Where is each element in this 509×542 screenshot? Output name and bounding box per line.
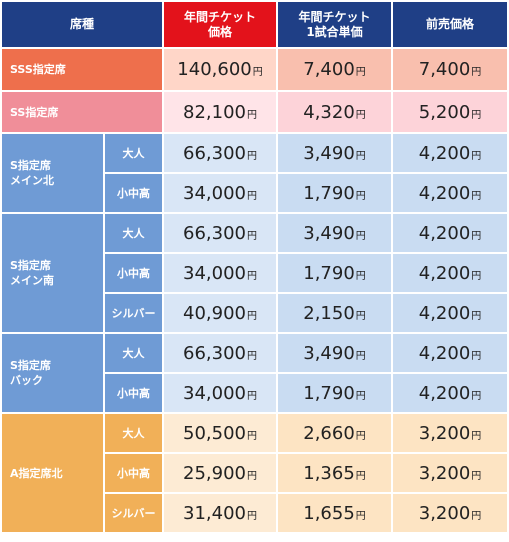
presale-price: 5,200円 (393, 92, 508, 132)
per-game-price: 7,400円 (278, 49, 392, 90)
table-row: 小中高 34,000円 1,790円 4,200円 (2, 374, 508, 412)
header-per-game: 年間チケット 1試合単価 (278, 2, 392, 47)
annual-price: 66,300円 (164, 214, 277, 252)
table-row: 小中高 34,000円 1,790円 4,200円 (2, 174, 508, 212)
category-label: 小中高 (105, 254, 163, 292)
category-label: 小中高 (105, 174, 163, 212)
presale-price: 4,200円 (393, 374, 508, 412)
per-game-price: 4,320円 (278, 92, 392, 132)
annual-price: 40,900円 (164, 294, 277, 332)
category-label: 大人 (105, 214, 163, 252)
header-seat: 席種 (2, 2, 163, 47)
table-row: S指定席 メイン南 大人 66,300円 3,490円 4,200円 (2, 214, 508, 332)
table-row: A指定席北 大人 50,500円 2,660円 3,200円 (2, 414, 508, 532)
table-row: シルバー 40,900円 2,150円 4,200円 (2, 294, 508, 332)
annual-price: 66,300円 (164, 134, 277, 172)
presale-price: 7,400円 (393, 49, 508, 90)
category-label: 大人 (105, 414, 163, 452)
table-row: S指定席 メイン北 大人 66,300円 3,490円 4,200円 (2, 134, 508, 212)
seat-label: S指定席 メイン北 (2, 134, 103, 212)
table-row: S指定席 バック 大人 66,300円 3,490円 4,200円 (2, 334, 508, 412)
header-annual: 年間チケット 価格 (164, 2, 277, 47)
annual-price: 82,100円 (164, 92, 277, 132)
annual-price: 34,000円 (164, 174, 277, 212)
presale-price: 3,200円 (393, 454, 508, 492)
annual-price: 140,600円 (164, 49, 277, 90)
per-game-price: 1,365円 (278, 454, 392, 492)
table-row: 小中高 34,000円 1,790円 4,200円 (2, 254, 508, 292)
category-label: シルバー (105, 494, 163, 532)
table-row: SS指定席 82,100円 4,320円 5,200円 (2, 92, 508, 132)
category-label: シルバー (105, 294, 163, 332)
category-label: 小中高 (105, 374, 163, 412)
table-row: シルバー 31,400円 1,655円 3,200円 (2, 494, 508, 532)
category-label: 大人 (105, 334, 163, 372)
per-game-price: 3,490円 (278, 334, 392, 372)
per-game-price: 3,490円 (278, 214, 392, 252)
seat-label: SSS指定席 (2, 49, 163, 90)
seat-label: A指定席北 (2, 414, 103, 532)
annual-price: 25,900円 (164, 454, 277, 492)
annual-price: 34,000円 (164, 254, 277, 292)
presale-price: 4,200円 (393, 134, 508, 172)
per-game-price: 1,790円 (278, 254, 392, 292)
header-row: 席種 年間チケット 価格 年間チケット 1試合単価 前売価格 (2, 2, 508, 47)
annual-price: 34,000円 (164, 374, 277, 412)
presale-price: 3,200円 (393, 494, 508, 532)
seat-label: SS指定席 (2, 92, 163, 132)
annual-price: 31,400円 (164, 494, 277, 532)
presale-price: 4,200円 (393, 254, 508, 292)
per-game-price: 3,490円 (278, 134, 392, 172)
per-game-price: 1,655円 (278, 494, 392, 532)
presale-price: 4,200円 (393, 214, 508, 252)
category-label: 大人 (105, 134, 163, 172)
annual-price: 50,500円 (164, 414, 277, 452)
presale-price: 3,200円 (393, 414, 508, 452)
presale-price: 4,200円 (393, 174, 508, 212)
annual-price: 66,300円 (164, 334, 277, 372)
category-label: 小中高 (105, 454, 163, 492)
table-row: 小中高 25,900円 1,365円 3,200円 (2, 454, 508, 492)
presale-price: 4,200円 (393, 334, 508, 372)
per-game-price: 1,790円 (278, 374, 392, 412)
table-row: SSS指定席 140,600円 7,400円 7,400円 (2, 49, 508, 90)
per-game-price: 2,150円 (278, 294, 392, 332)
presale-price: 4,200円 (393, 294, 508, 332)
seat-label: S指定席 バック (2, 334, 103, 412)
seat-label: S指定席 メイン南 (2, 214, 103, 332)
per-game-price: 1,790円 (278, 174, 392, 212)
per-game-price: 2,660円 (278, 414, 392, 452)
header-presale: 前売価格 (393, 2, 508, 47)
